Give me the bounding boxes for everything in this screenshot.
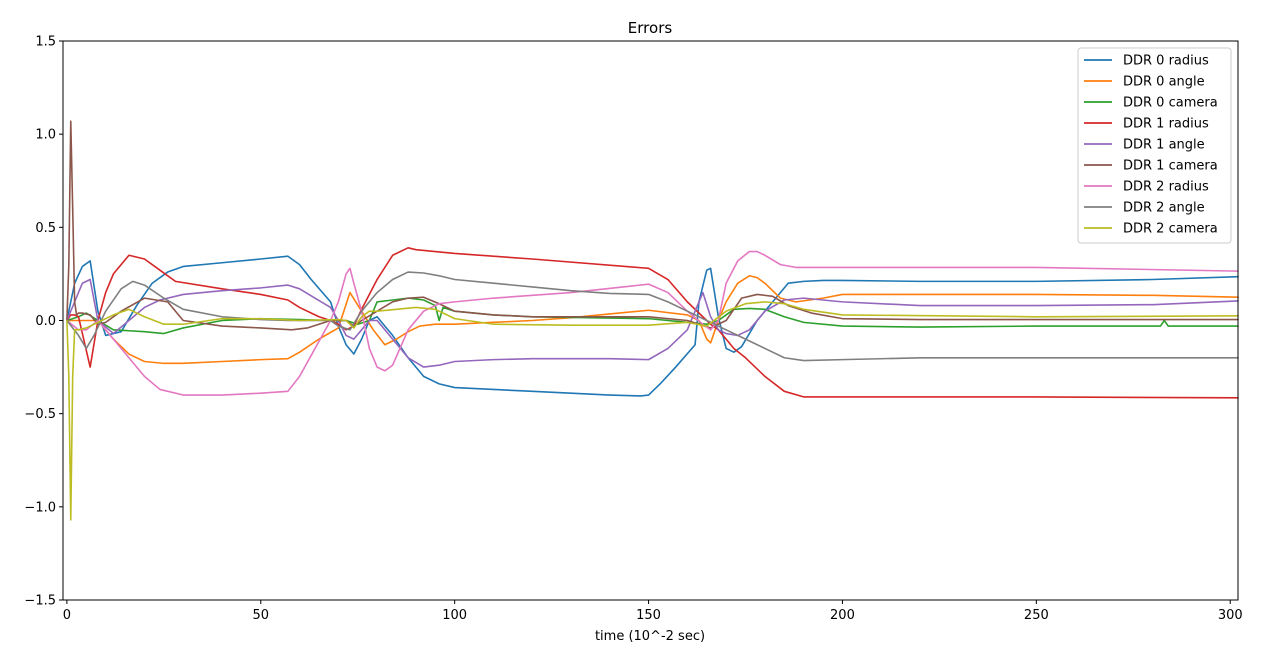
y-tick-label: 0.5 [35,221,56,236]
x-axis-title: time (10^-2 sec) [595,629,705,644]
y-tick-label: 1.5 [35,35,56,50]
series-line-7 [66,271,1239,362]
legend: DDR 0 radius DDR 0 angle DDR 0 camera DDR 1… [1077,47,1232,244]
legend-label: DDR 2 camera [1123,222,1218,237]
legend-box [1077,47,1232,244]
legend-label: DDR 0 angle [1123,75,1205,90]
legend-label: DDR 2 radius [1123,180,1209,195]
series-line-2 [66,297,1239,335]
y-tick-label: 1.0 [35,128,56,143]
x-tick-label: 100 [442,608,467,623]
chart-title: Errors [628,19,673,37]
legend-label: DDR 0 radius [1123,54,1209,69]
y-tick-label: 0.0 [35,314,56,329]
legend-label: DDR 1 camera [1123,159,1218,174]
legend-label: DDR 2 angle [1123,201,1205,216]
x-tick-label: 300 [1218,608,1243,623]
y-tick-label: −1.0 [24,500,56,515]
series-line-6 [66,250,1239,396]
legend-label: DDR 0 camera [1123,96,1218,111]
series-line-4 [66,278,1239,368]
series-line-3 [66,247,1239,399]
x-tick-label: 0 [63,608,71,623]
x-tick-label: 250 [1024,608,1049,623]
legend-label: DDR 1 angle [1123,138,1205,153]
x-tick-label: 50 [252,608,269,623]
x-tick-label: 200 [830,608,855,623]
x-axis: 0 50 100 150 200 250 300 [63,600,1243,623]
series-line-1 [66,274,1239,365]
series-layer [66,120,1239,521]
series-line-8 [66,301,1239,521]
x-tick-label: 150 [636,608,661,623]
y-axis: −1.5 −1.0 −0.5 0.0 0.5 1.0 1.5 [24,35,63,609]
y-tick-label: −0.5 [24,407,56,422]
legend-label: DDR 1 radius [1123,117,1209,132]
y-tick-label: −1.5 [24,594,56,609]
